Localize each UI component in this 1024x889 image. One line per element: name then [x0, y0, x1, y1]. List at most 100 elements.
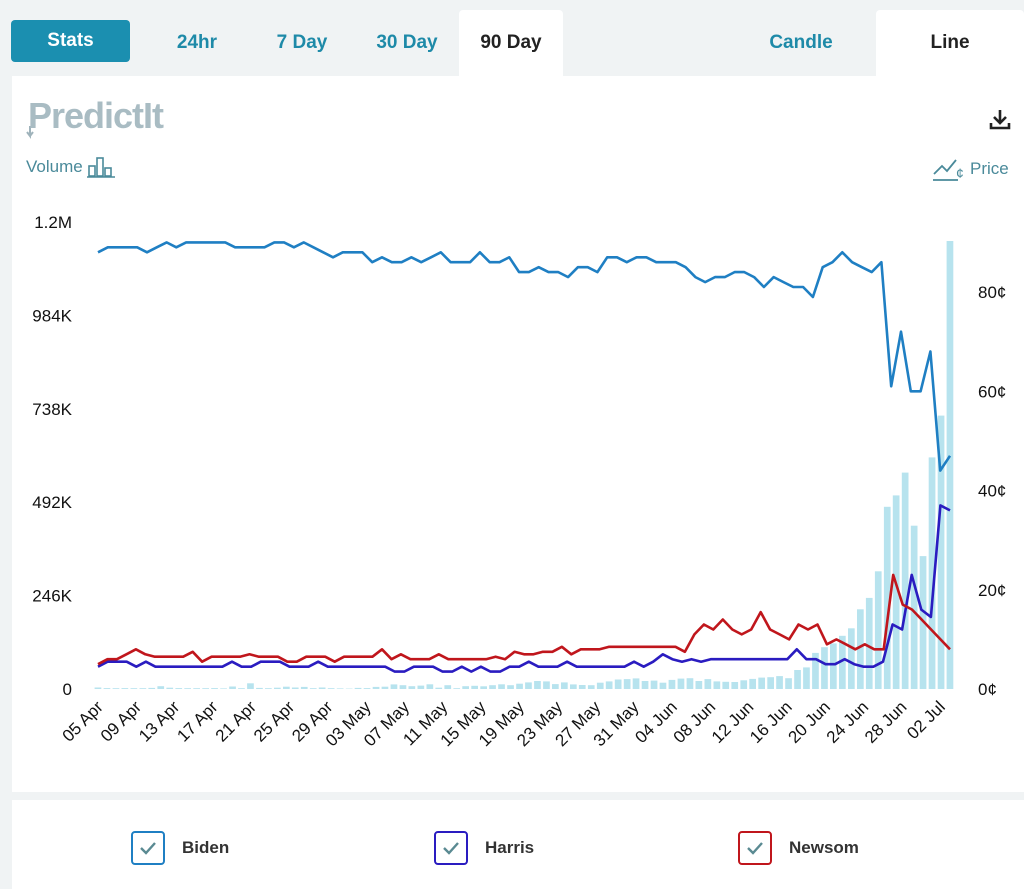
volume-bar — [157, 686, 165, 689]
date-tick-label: 04 Jun — [631, 697, 681, 747]
volume-bar — [193, 688, 200, 689]
volume-bar — [202, 688, 209, 689]
volume-bar — [372, 686, 380, 689]
legend-item-harris[interactable]: Harris — [434, 831, 534, 865]
date-tick-label: 21 Apr — [212, 697, 260, 745]
newsom-checkbox[interactable] — [738, 831, 772, 865]
volume-bar — [570, 684, 577, 689]
volume-bar — [623, 679, 631, 689]
volume-bar — [677, 678, 685, 689]
date-tick-label: 20 Jun — [784, 697, 834, 747]
tab-7-day[interactable]: 7 Day — [276, 32, 328, 53]
volume-bar — [883, 506, 891, 689]
legend-item-biden[interactable]: Biden — [131, 831, 229, 865]
volume-bar — [695, 681, 703, 689]
volume-bar — [865, 597, 873, 689]
download-icon[interactable] — [987, 106, 1013, 132]
volume-bar — [857, 609, 864, 689]
volume-bar — [928, 457, 936, 689]
volume-bar — [578, 685, 586, 689]
legend-label-biden: Biden — [182, 838, 230, 857]
volume-bar — [166, 687, 174, 689]
tab-bar: Stats 24hr 7 Day 30 Day 90 Day Candle Li… — [0, 0, 1024, 76]
tab-90-day[interactable]: 90 Day — [459, 10, 563, 76]
volume-bar — [363, 688, 371, 689]
volume-bar — [525, 682, 532, 689]
volume-bar — [444, 685, 452, 689]
volume-bar — [605, 681, 613, 689]
volume-bar — [184, 688, 191, 689]
volume-bar — [767, 677, 774, 689]
volume-bar — [229, 686, 236, 689]
volume-bar — [336, 688, 344, 689]
price-tick-label: 0¢ — [978, 680, 997, 699]
legend-item-newsom[interactable]: Newsom — [738, 831, 859, 865]
volume-bar — [130, 688, 138, 689]
volume-bar — [632, 678, 640, 689]
date-tick-label: 25 Apr — [250, 697, 298, 745]
volume-bar — [291, 687, 299, 689]
volume-bar — [740, 680, 748, 689]
volume-bar — [471, 685, 478, 689]
volume-bar — [507, 685, 514, 689]
volume-bar — [659, 682, 667, 689]
volume-bar — [812, 652, 819, 689]
volume-bar — [910, 525, 918, 689]
volume-bar — [668, 679, 676, 689]
tab-candle[interactable]: Candle — [769, 32, 833, 53]
volume-bar — [552, 684, 559, 689]
volume-bar — [686, 678, 694, 689]
series-line-newsom — [97, 573, 951, 666]
tab-line[interactable]: Line — [876, 10, 1024, 76]
volume-tick-label: 738K — [32, 400, 72, 419]
volume-bar — [381, 686, 389, 689]
volume-bar — [256, 687, 263, 689]
volume-bar — [713, 681, 721, 689]
tab-24hr[interactable]: 24hr — [176, 32, 218, 53]
price-tick-label: 20¢ — [978, 581, 1006, 600]
volume-tick-label: 0 — [63, 680, 72, 699]
volume-toggle[interactable]: Volume — [26, 156, 117, 178]
legend-label-harris: Harris — [485, 838, 535, 857]
chart-panel: PredictIt Volume ¢ Price — [12, 76, 1024, 792]
volume-tick-label: 984K — [32, 306, 72, 325]
bar-chart-icon — [86, 157, 115, 178]
volume-bar — [516, 683, 523, 689]
biden-checkbox[interactable] — [131, 831, 165, 865]
legend: Biden Harris Newsom — [12, 800, 1024, 889]
price-toggle[interactable]: ¢ Price — [932, 156, 1009, 182]
volume-bar — [587, 685, 595, 689]
volume-bar — [103, 688, 111, 689]
volume-bar — [543, 681, 550, 689]
volume-bar — [390, 684, 398, 689]
volume-bar — [238, 688, 245, 689]
volume-bar — [803, 667, 810, 689]
volume-bar — [498, 684, 505, 689]
volume-bar — [901, 472, 909, 689]
predictit-logo: PredictIt — [26, 95, 165, 139]
price-axis-ticks: 0¢ 20¢ 40¢ 60¢ 80¢ — [978, 283, 1006, 699]
date-tick-label: 09 Apr — [97, 697, 145, 745]
volume-bar — [821, 647, 828, 689]
volume-bar — [211, 688, 218, 689]
tab-30-day[interactable]: 30 Day — [376, 32, 438, 53]
volume-bars — [94, 241, 954, 689]
volume-bar — [300, 686, 308, 689]
volume-bar — [453, 688, 461, 689]
date-tick-label: 16 Jun — [746, 697, 796, 747]
stats-button[interactable]: Stats — [11, 20, 130, 62]
volume-bar — [946, 241, 954, 689]
legend-label-newsom: Newsom — [789, 838, 859, 857]
svg-text:¢: ¢ — [956, 165, 964, 181]
harris-checkbox[interactable] — [434, 831, 468, 865]
volume-bar — [139, 688, 147, 689]
date-tick-label: 12 Jun — [708, 697, 758, 747]
volume-bar — [937, 415, 945, 689]
volume-bar — [614, 679, 622, 689]
volume-bar — [758, 677, 765, 689]
volume-bar — [561, 682, 568, 689]
svg-text:PredictIt: PredictIt — [28, 95, 164, 136]
volume-bar — [749, 678, 756, 689]
series-line-biden — [97, 241, 952, 472]
